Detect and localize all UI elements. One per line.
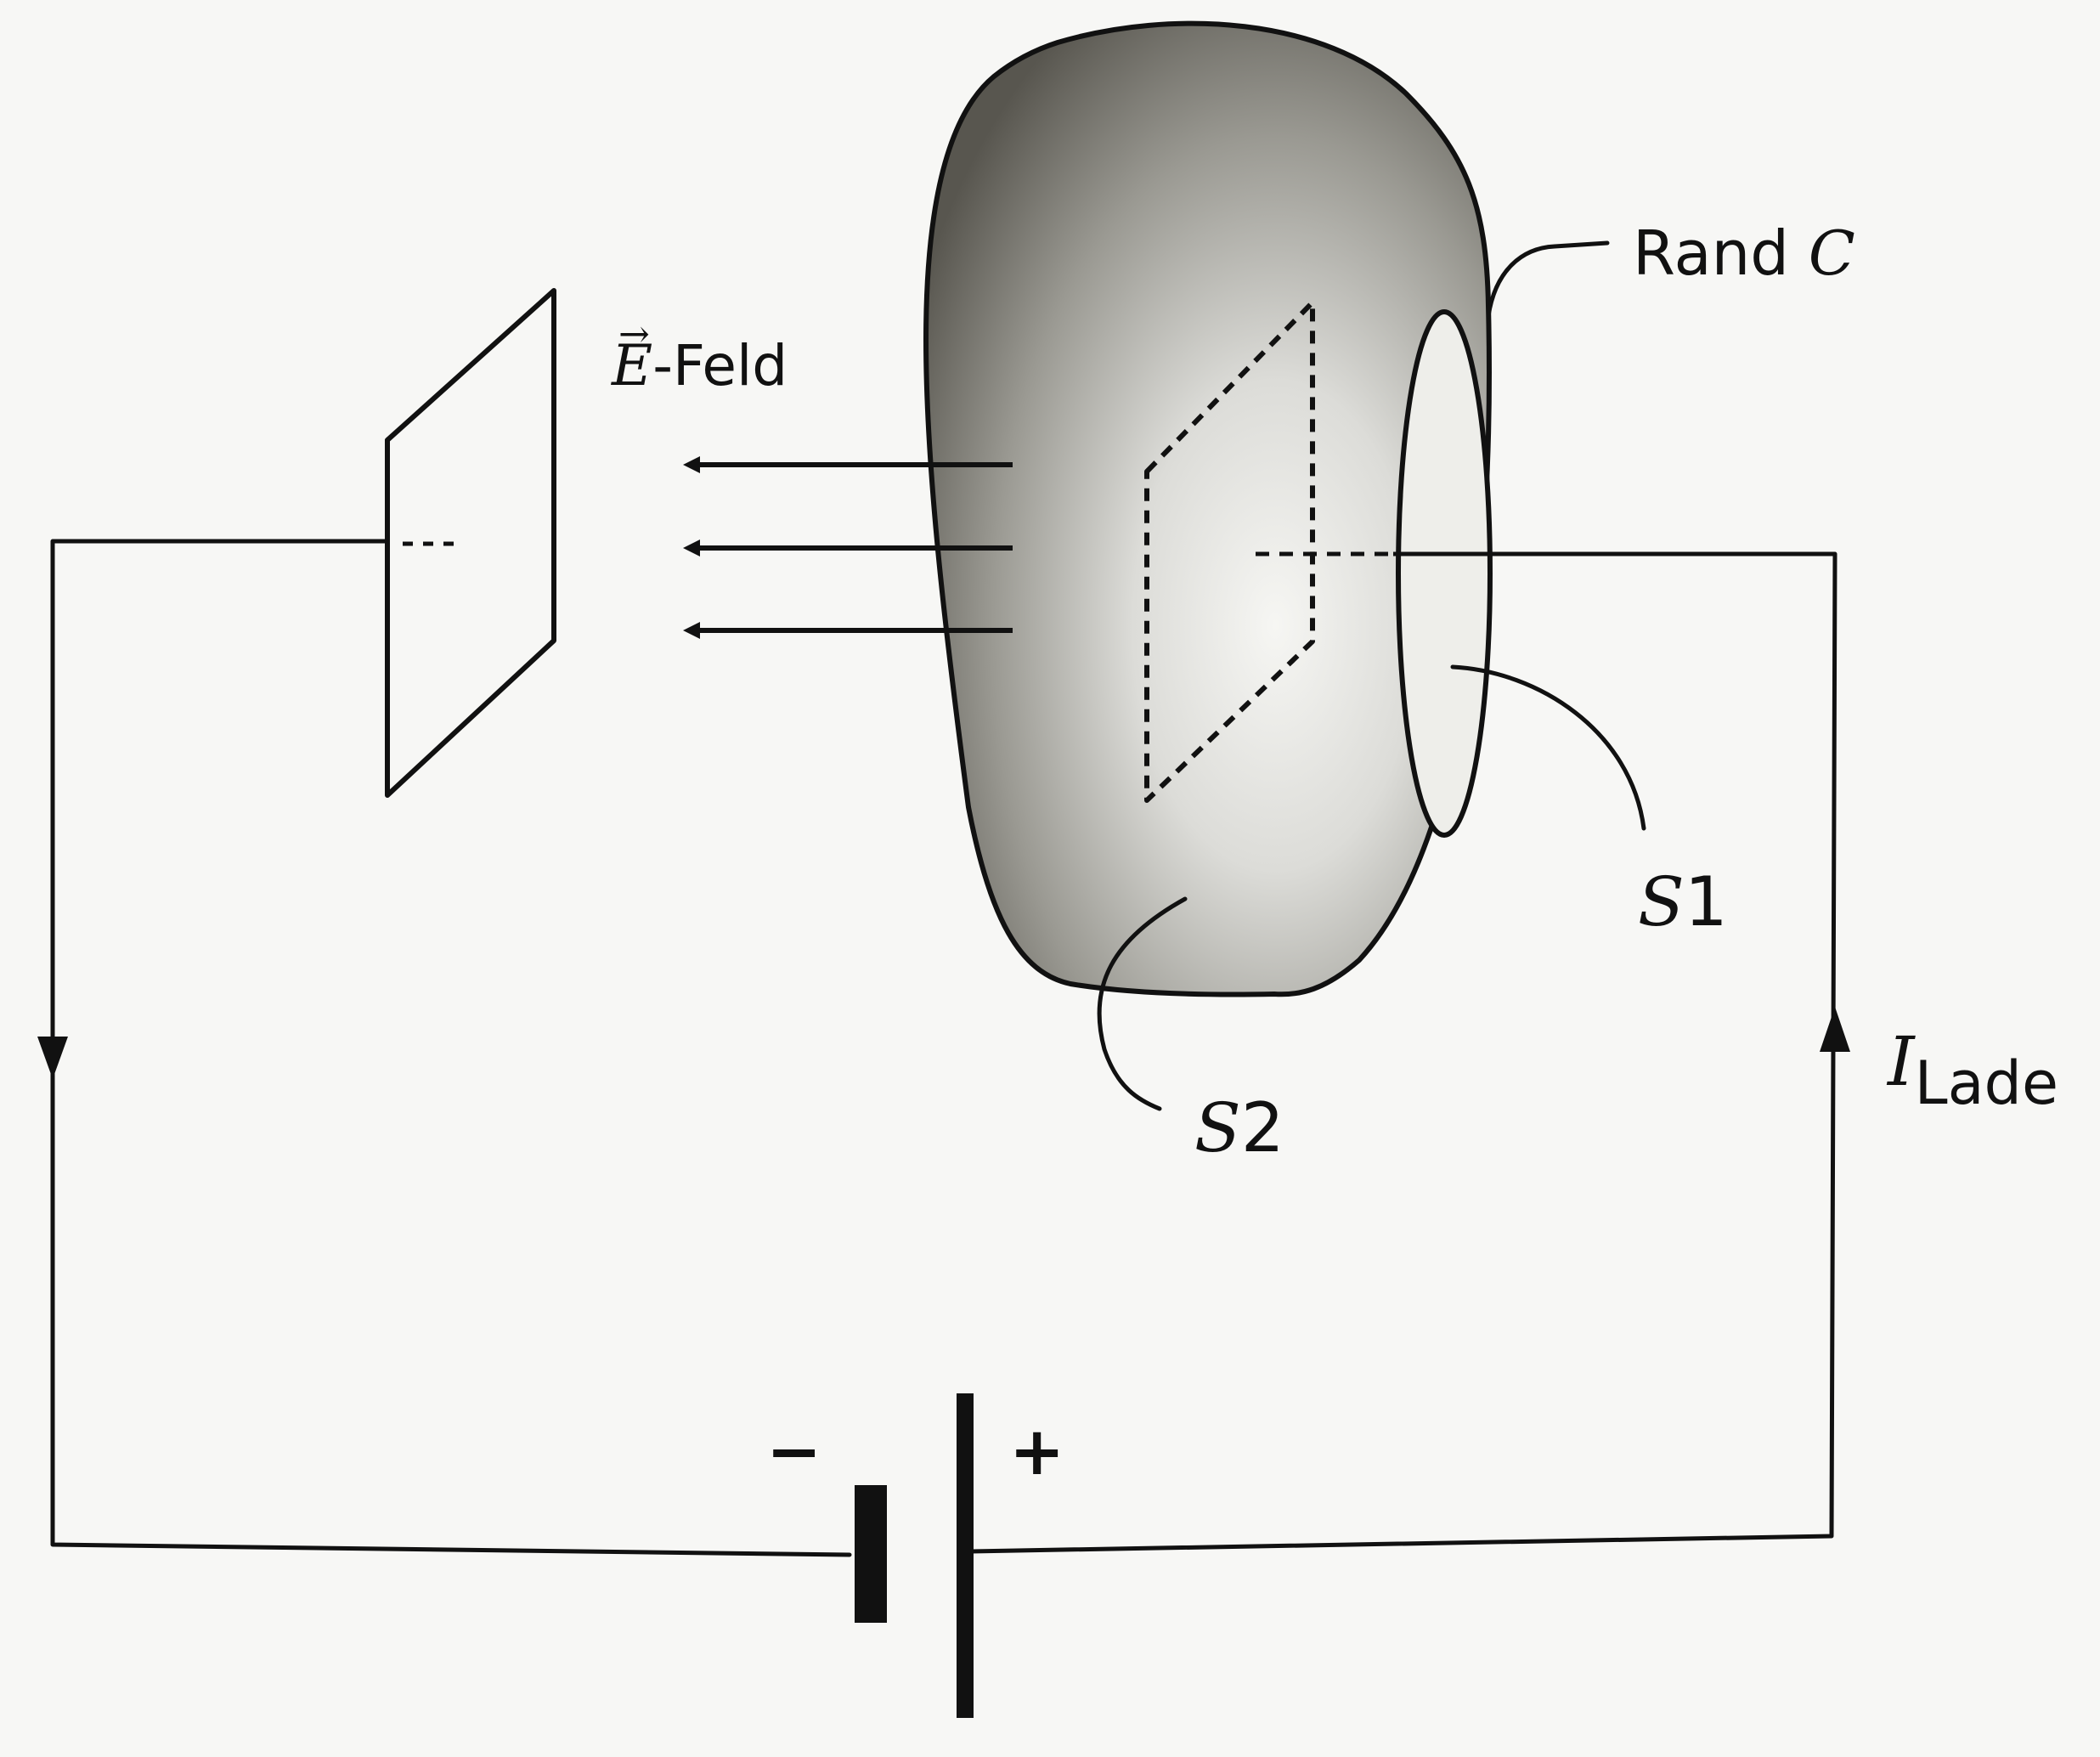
battery-plus-sign: +	[1009, 1414, 1065, 1490]
battery	[855, 1393, 974, 1718]
battery-negative-plate	[855, 1485, 887, 1623]
charging-current-label: ILade	[1888, 1028, 2058, 1114]
leader-s2	[1097, 896, 1188, 1111]
battery-minus-sign: −	[766, 1414, 822, 1490]
surface-s1	[1396, 309, 1493, 838]
current-arrow-down	[37, 1037, 68, 1079]
s1-label: S1	[1638, 868, 1728, 936]
s2-index: 2	[1240, 1088, 1284, 1167]
rand-word: Rand	[1633, 218, 1789, 289]
e-field-symbol: E	[612, 333, 653, 398]
current-subscript: Lade	[1914, 1048, 2059, 1118]
leader-rand-c	[1486, 240, 1610, 319]
right-capacitor-plate	[1144, 300, 1315, 803]
surface-s2	[923, 20, 1492, 997]
e-field-arrows	[683, 456, 1013, 639]
s2-label: S2	[1194, 1094, 1284, 1162]
rand-c-label: Rand C	[1633, 223, 1855, 284]
left-capacitor-plate	[385, 288, 556, 798]
s2-symbol: S	[1194, 1088, 1241, 1167]
s1-index: 1	[1684, 862, 1728, 941]
s1-symbol: S	[1638, 862, 1685, 941]
battery-positive-plate	[957, 1393, 974, 1718]
label-leaders	[1097, 240, 1646, 1111]
vector-arrow-icon: →	[618, 313, 650, 356]
e-field-label: → E-Feld	[612, 316, 788, 394]
rand-symbol: C	[1808, 218, 1855, 289]
current-symbol: I	[1888, 1022, 1915, 1101]
e-field-suffix: -Feld	[652, 333, 788, 398]
current-arrow-up	[1820, 1007, 1850, 1052]
circuit-wire	[50, 539, 1838, 1557]
leader-s1	[1450, 664, 1646, 831]
